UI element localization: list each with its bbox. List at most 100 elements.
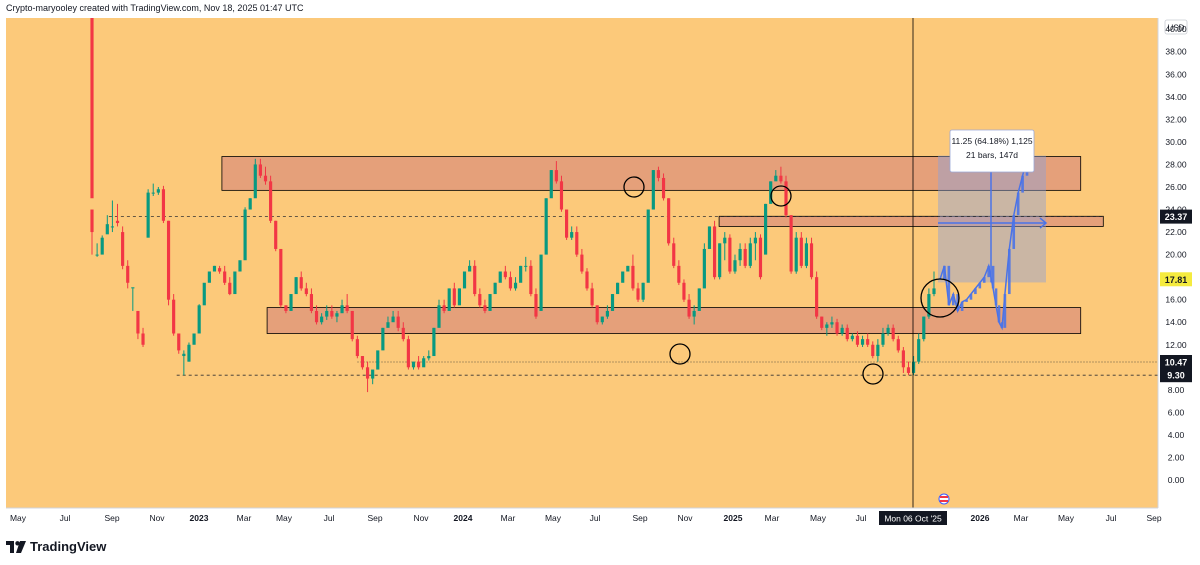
candle: [90, 209, 94, 255]
projection-bar: [1021, 175, 1024, 193]
circle-low-1: [669, 343, 691, 365]
resistance-zone: [221, 156, 1082, 191]
candle: [365, 361, 370, 393]
tradingview-logo-icon: [6, 540, 26, 553]
candle-body: [646, 209, 650, 283]
candle: [876, 339, 880, 362]
candle-body: [871, 344, 875, 357]
price-label-box: [1160, 209, 1192, 224]
candle-body: [845, 327, 849, 340]
candle-body: [779, 175, 783, 182]
candle: [922, 316, 926, 342]
candle: [340, 299, 344, 314]
candle: [432, 327, 436, 357]
candle-body: [758, 237, 763, 278]
candle: [651, 170, 655, 210]
currency-label: USD: [1168, 24, 1185, 33]
attribution-text: Crypto-maryooley created with TradingVie…: [6, 3, 304, 13]
candle: [156, 186, 160, 195]
candle-body: [457, 288, 462, 306]
candle-body: [386, 322, 390, 328]
candle-body: [197, 305, 201, 334]
projection-bar: [956, 294, 959, 311]
candle: [804, 237, 809, 269]
x-tick-label: May: [1058, 513, 1075, 523]
candle: [539, 254, 543, 311]
candle-body: [335, 313, 339, 317]
candle-body: [621, 271, 625, 283]
candle-body: [641, 282, 645, 300]
candle-body: [192, 333, 196, 345]
y-tick-label: 8.00: [1168, 385, 1185, 395]
candle-body: [391, 316, 395, 323]
candle-body: [442, 305, 446, 311]
candle-body: [651, 170, 655, 210]
price-label: 9.30: [1167, 371, 1185, 381]
x-tick-label: Mar: [765, 513, 780, 523]
projection-bar: [994, 288, 998, 306]
candle-body: [202, 282, 206, 306]
candle-body: [723, 237, 727, 244]
candle: [610, 294, 615, 311]
mid-resistance-zone: [718, 215, 1104, 227]
candle-body: [549, 170, 553, 199]
candle-body: [314, 310, 319, 323]
candle: [427, 350, 431, 361]
candle-body: [799, 237, 803, 266]
candle-body: [764, 203, 768, 255]
candle-body: [243, 209, 247, 261]
candle: [871, 341, 875, 359]
candle: [891, 324, 895, 342]
tradingview-brand[interactable]: TradingView: [6, 539, 106, 554]
candle-body: [656, 170, 661, 178]
candle-body: [886, 327, 890, 334]
candle-body: [360, 356, 365, 368]
candle-body: [922, 316, 926, 340]
candle-body: [172, 299, 176, 334]
y-tick-label: 2.00: [1168, 452, 1185, 462]
candle: [845, 324, 849, 342]
projection-bar: [1012, 215, 1016, 249]
candle-body: [478, 294, 482, 306]
candle: [626, 265, 630, 272]
candle: [815, 271, 819, 319]
y-tick-label: 0.00: [1168, 475, 1185, 485]
projection-bar: [978, 282, 982, 289]
candle-body: [110, 226, 114, 228]
candle: [284, 305, 288, 314]
candle: [692, 305, 696, 325]
y-tick-label: 22.00: [1165, 227, 1187, 237]
candle: [656, 166, 661, 182]
candle: [764, 203, 768, 255]
y-tick-label: 40.00: [1165, 24, 1187, 34]
candle: [702, 243, 706, 289]
y-tick-label: 26.00: [1165, 182, 1187, 192]
candle: [131, 287, 135, 311]
candle: [860, 335, 865, 348]
candle: [906, 361, 911, 376]
candle-body: [554, 170, 558, 182]
candle-body: [447, 288, 451, 311]
projection-bar: [997, 305, 1001, 323]
candle-body: [233, 271, 237, 295]
candle: [253, 158, 257, 199]
candle-body: [187, 344, 191, 362]
candle: [631, 254, 635, 291]
candle-body: [309, 294, 314, 311]
candle: [325, 305, 329, 320]
candle: [457, 288, 462, 306]
candle: [779, 166, 783, 184]
candle-body: [631, 265, 635, 289]
candle: [269, 175, 273, 224]
candle-body: [289, 294, 293, 311]
x-tick-label: May: [276, 513, 293, 523]
candle-body: [881, 333, 885, 345]
candle-spike: [90, 18, 94, 199]
candle-body: [325, 310, 329, 317]
candle-body: [417, 361, 421, 368]
candle: [217, 265, 222, 274]
candle-body: [707, 226, 712, 249]
candle-body: [483, 305, 487, 311]
candle: [677, 260, 681, 286]
